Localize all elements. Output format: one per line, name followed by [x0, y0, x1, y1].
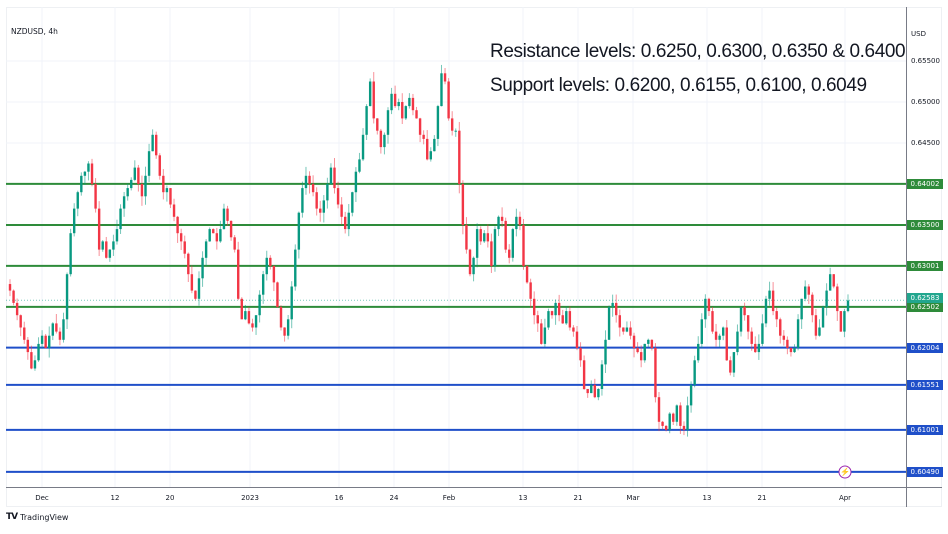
time-tick-label: 21	[757, 494, 767, 502]
time-tick-label: 12	[110, 494, 120, 502]
axis-corner	[906, 487, 942, 507]
time-tick-label: 13	[702, 494, 712, 502]
support-level-tag: 0.62004	[907, 342, 943, 353]
currency-label: USD	[911, 30, 926, 38]
time-tick-label: 20	[165, 494, 175, 502]
tradingview-brand[interactable]: TV TradingView	[6, 512, 68, 522]
symbol-label: NZDUSD, 4h	[11, 27, 58, 36]
last-price-tag: 0.62583	[907, 293, 943, 304]
support-level-tag: 0.61551	[907, 379, 943, 390]
time-tick-label: Dec	[35, 494, 49, 502]
resistance-level-tag: 0.62502	[907, 301, 943, 312]
candlestick-chart	[6, 7, 906, 487]
time-tick-label: 13	[518, 494, 528, 502]
resistance-level-tag: 0.63001	[907, 260, 943, 271]
time-tick-label: 21	[573, 494, 583, 502]
price-tick-label: 0.64500	[911, 139, 940, 147]
resistance-level-tag: 0.63500	[907, 220, 943, 230]
time-tick-label: 2023	[241, 494, 259, 502]
price-axis[interactable]: USD 0.65500 0.65000 0.64500 0.64002 0.63500 0…	[906, 7, 943, 487]
support-level-tag: 0.61001	[907, 424, 943, 435]
price-tick-label: 0.65000	[911, 98, 940, 106]
candles	[8, 64, 850, 437]
alert-bolt-icon[interactable]: ⚡	[838, 465, 852, 479]
support-annotation: Support levels: 0.6200, 0.6155, 0.6100, …	[490, 75, 867, 96]
resistance-annotation: Resistance levels: 0.6250, 0.6300, 0.635…	[490, 41, 906, 62]
price-tick-label: 0.65500	[911, 57, 940, 65]
time-tick-label: Apr	[838, 494, 852, 502]
chart-plot-area[interactable]: ⚡	[6, 7, 906, 487]
tradingview-logo-icon: TV	[6, 512, 18, 522]
time-tick-label: Mar	[626, 494, 640, 502]
resistance-level-tag: 0.64002	[907, 178, 943, 189]
support-level-tag: 0.60490	[907, 466, 943, 477]
time-axis[interactable]: Dec 12 20 2023 16 24 Feb 13 21 Mar 13 21 Apr	[6, 487, 906, 508]
time-tick-label: 24	[389, 494, 399, 502]
brand-name: TradingView	[20, 512, 69, 522]
time-tick-label: 16	[334, 494, 344, 502]
time-tick-label: Feb	[442, 494, 456, 502]
